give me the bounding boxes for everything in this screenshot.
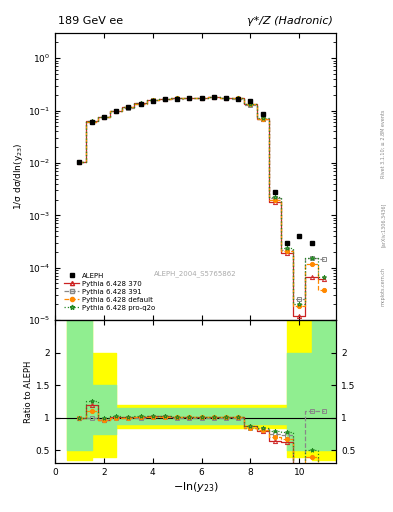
Y-axis label: Ratio to ALEPH: Ratio to ALEPH — [24, 360, 33, 423]
Text: ALEPH_2004_S5765862: ALEPH_2004_S5765862 — [154, 271, 237, 278]
Text: 189 GeV ee: 189 GeV ee — [58, 16, 123, 26]
X-axis label: $-\ln(y_{23})$: $-\ln(y_{23})$ — [173, 480, 219, 494]
Text: γ*/Z (Hadronic): γ*/Z (Hadronic) — [247, 16, 333, 26]
Text: Rivet 3.1.10; ≥ 2.8M events: Rivet 3.1.10; ≥ 2.8M events — [381, 109, 386, 178]
Legend: ALEPH, Pythia 6.428 370, Pythia 6.428 391, Pythia 6.428 default, Pythia 6.428 pr: ALEPH, Pythia 6.428 370, Pythia 6.428 39… — [61, 270, 158, 314]
Text: [arXiv:1306.3436]: [arXiv:1306.3436] — [381, 203, 386, 247]
Text: mcplots.cern.ch: mcplots.cern.ch — [381, 267, 386, 306]
Y-axis label: 1/σ dσ/dln(y$_{23}$): 1/σ dσ/dln(y$_{23}$) — [12, 143, 25, 210]
